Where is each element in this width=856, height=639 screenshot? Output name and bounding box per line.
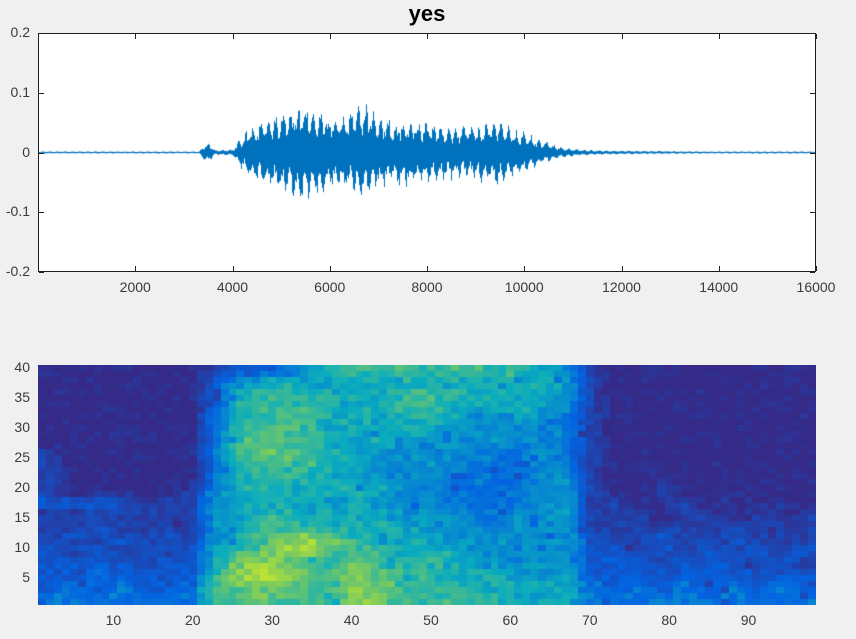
waveform-y-tick-label: 0.1 <box>10 83 30 100</box>
spectrogram-axes <box>38 365 816 605</box>
waveform-y-tick-mark <box>39 212 44 214</box>
spectrogram-x-tick-label: 10 <box>105 612 122 628</box>
waveform-canvas[interactable] <box>39 34 815 271</box>
waveform-x-tick-label: 8000 <box>411 279 443 295</box>
spectrogram-y-tick-label: 10 <box>14 539 30 555</box>
spectrogram-x-tick-label: 80 <box>661 612 677 628</box>
waveform-y-tick-label: -0.2 <box>5 263 30 279</box>
waveform-x-tick-label: 12000 <box>602 279 641 295</box>
spectrogram-x-tick-label: 50 <box>423 612 439 628</box>
spectrogram-x-tick-label: 90 <box>740 612 757 628</box>
spectrogram-canvas[interactable] <box>38 365 816 605</box>
waveform-x-tick-mark <box>427 266 428 271</box>
waveform-x-tick-mark <box>329 34 331 39</box>
waveform-y-tick-label: 0 <box>22 143 30 160</box>
waveform-y-tick-mark <box>810 152 815 154</box>
waveform-y-tick-mark <box>810 33 815 34</box>
waveform-x-tick-mark <box>816 34 817 39</box>
spectrogram-x-tick-label: 60 <box>502 612 519 628</box>
waveform-x-tick-mark <box>621 266 623 271</box>
spectrogram-x-tick-label: 40 <box>343 612 360 628</box>
spectrogram-y-tick-label: 35 <box>14 389 30 405</box>
waveform-y-tick-mark <box>39 33 44 34</box>
waveform-y-tick-mark <box>810 92 815 94</box>
spectrogram-x-tick-label: 30 <box>264 612 280 628</box>
waveform-x-tick-label: 14000 <box>699 279 739 295</box>
waveform-x-tick-mark <box>232 34 234 39</box>
spectrogram-y-tick-label: 5 <box>22 569 30 585</box>
spectrogram-y-tick-label: 15 <box>14 509 30 525</box>
waveform-x-tick-mark <box>621 34 623 39</box>
waveform-x-tick-mark <box>718 266 720 271</box>
waveform-y-tick-mark <box>810 212 815 214</box>
waveform-x-tick-label: 10000 <box>504 279 544 295</box>
waveform-x-tick-mark <box>135 34 137 39</box>
waveform-axes <box>38 33 817 273</box>
waveform-x-tick-mark <box>135 266 137 271</box>
waveform-y-tick-label: -0.1 <box>5 203 30 220</box>
waveform-x-tick-mark <box>232 266 234 271</box>
waveform-y-tick-label: 0.2 <box>10 24 30 40</box>
spectrogram-y-tick-label: 20 <box>14 479 30 495</box>
waveform-x-tick-mark <box>524 34 526 39</box>
spectrogram-y-tick-label: 30 <box>14 419 30 435</box>
waveform-x-tick-label: 2000 <box>119 279 151 295</box>
waveform-y-tick-mark <box>810 272 815 273</box>
waveform-x-tick-mark <box>816 266 817 271</box>
waveform-x-tick-mark <box>524 266 526 271</box>
waveform-x-tick-mark <box>427 34 428 39</box>
spectrogram-x-tick-label: 70 <box>581 612 598 628</box>
plot-title: yes <box>408 1 446 26</box>
spectrogram-y-tick-label: 40 <box>14 359 30 375</box>
waveform-y-tick-mark <box>39 272 44 273</box>
waveform-x-tick-label: 4000 <box>216 279 249 295</box>
waveform-y-tick-mark <box>39 92 44 94</box>
waveform-y-tick-mark <box>39 152 44 154</box>
waveform-x-tick-label: 16000 <box>796 279 836 295</box>
spectrogram-x-tick-label: 20 <box>185 612 201 628</box>
waveform-x-tick-label: 6000 <box>314 279 346 295</box>
spectrogram-y-tick-label: 25 <box>14 449 30 465</box>
waveform-x-tick-mark <box>718 34 720 39</box>
waveform-x-tick-mark <box>329 266 331 271</box>
